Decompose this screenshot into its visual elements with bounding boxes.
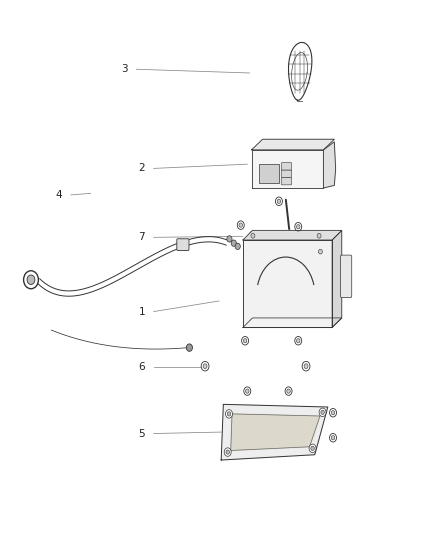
Circle shape bbox=[297, 338, 300, 343]
Circle shape bbox=[231, 240, 237, 246]
Circle shape bbox=[226, 450, 230, 454]
Circle shape bbox=[276, 197, 283, 206]
Circle shape bbox=[186, 344, 192, 351]
Circle shape bbox=[315, 231, 323, 240]
Polygon shape bbox=[323, 142, 336, 188]
Circle shape bbox=[226, 410, 233, 418]
Text: 4: 4 bbox=[56, 190, 62, 200]
Polygon shape bbox=[252, 139, 334, 150]
Circle shape bbox=[297, 224, 300, 229]
Circle shape bbox=[251, 233, 255, 238]
Text: 1: 1 bbox=[138, 306, 145, 317]
Circle shape bbox=[242, 336, 249, 345]
Circle shape bbox=[24, 271, 39, 289]
Polygon shape bbox=[243, 318, 342, 327]
Text: 2: 2 bbox=[138, 164, 145, 173]
Text: 6: 6 bbox=[138, 362, 145, 372]
Circle shape bbox=[317, 233, 321, 238]
Circle shape bbox=[239, 223, 243, 227]
Circle shape bbox=[287, 389, 290, 393]
Circle shape bbox=[277, 199, 281, 204]
Text: 7: 7 bbox=[138, 232, 145, 243]
Circle shape bbox=[331, 435, 335, 440]
Text: 5: 5 bbox=[138, 429, 145, 439]
FancyBboxPatch shape bbox=[281, 170, 292, 177]
FancyBboxPatch shape bbox=[340, 255, 352, 297]
Circle shape bbox=[302, 361, 310, 371]
Polygon shape bbox=[231, 414, 320, 450]
Polygon shape bbox=[243, 240, 332, 327]
Circle shape bbox=[295, 222, 302, 231]
Polygon shape bbox=[221, 405, 328, 460]
Circle shape bbox=[311, 446, 314, 450]
Circle shape bbox=[329, 433, 336, 442]
Circle shape bbox=[304, 364, 308, 368]
Text: 3: 3 bbox=[121, 64, 127, 74]
Circle shape bbox=[309, 444, 316, 453]
Circle shape bbox=[203, 364, 207, 368]
Circle shape bbox=[237, 221, 244, 229]
Circle shape bbox=[321, 410, 324, 415]
Circle shape bbox=[317, 247, 324, 256]
Circle shape bbox=[227, 236, 232, 242]
Circle shape bbox=[27, 275, 35, 285]
Circle shape bbox=[224, 448, 231, 456]
Circle shape bbox=[227, 412, 231, 416]
Polygon shape bbox=[243, 230, 342, 240]
Circle shape bbox=[285, 387, 292, 395]
Polygon shape bbox=[332, 230, 342, 327]
FancyBboxPatch shape bbox=[177, 239, 189, 251]
Circle shape bbox=[244, 338, 247, 343]
Circle shape bbox=[318, 249, 322, 254]
Bar bbox=[259, 164, 279, 183]
Circle shape bbox=[249, 231, 257, 240]
Circle shape bbox=[329, 408, 336, 417]
Circle shape bbox=[244, 387, 251, 395]
Circle shape bbox=[295, 336, 302, 345]
Circle shape bbox=[331, 410, 335, 415]
FancyBboxPatch shape bbox=[281, 177, 292, 185]
Circle shape bbox=[201, 361, 209, 371]
Circle shape bbox=[235, 243, 240, 249]
Circle shape bbox=[246, 389, 249, 393]
Circle shape bbox=[319, 408, 326, 417]
FancyBboxPatch shape bbox=[281, 163, 292, 170]
Polygon shape bbox=[252, 150, 323, 188]
